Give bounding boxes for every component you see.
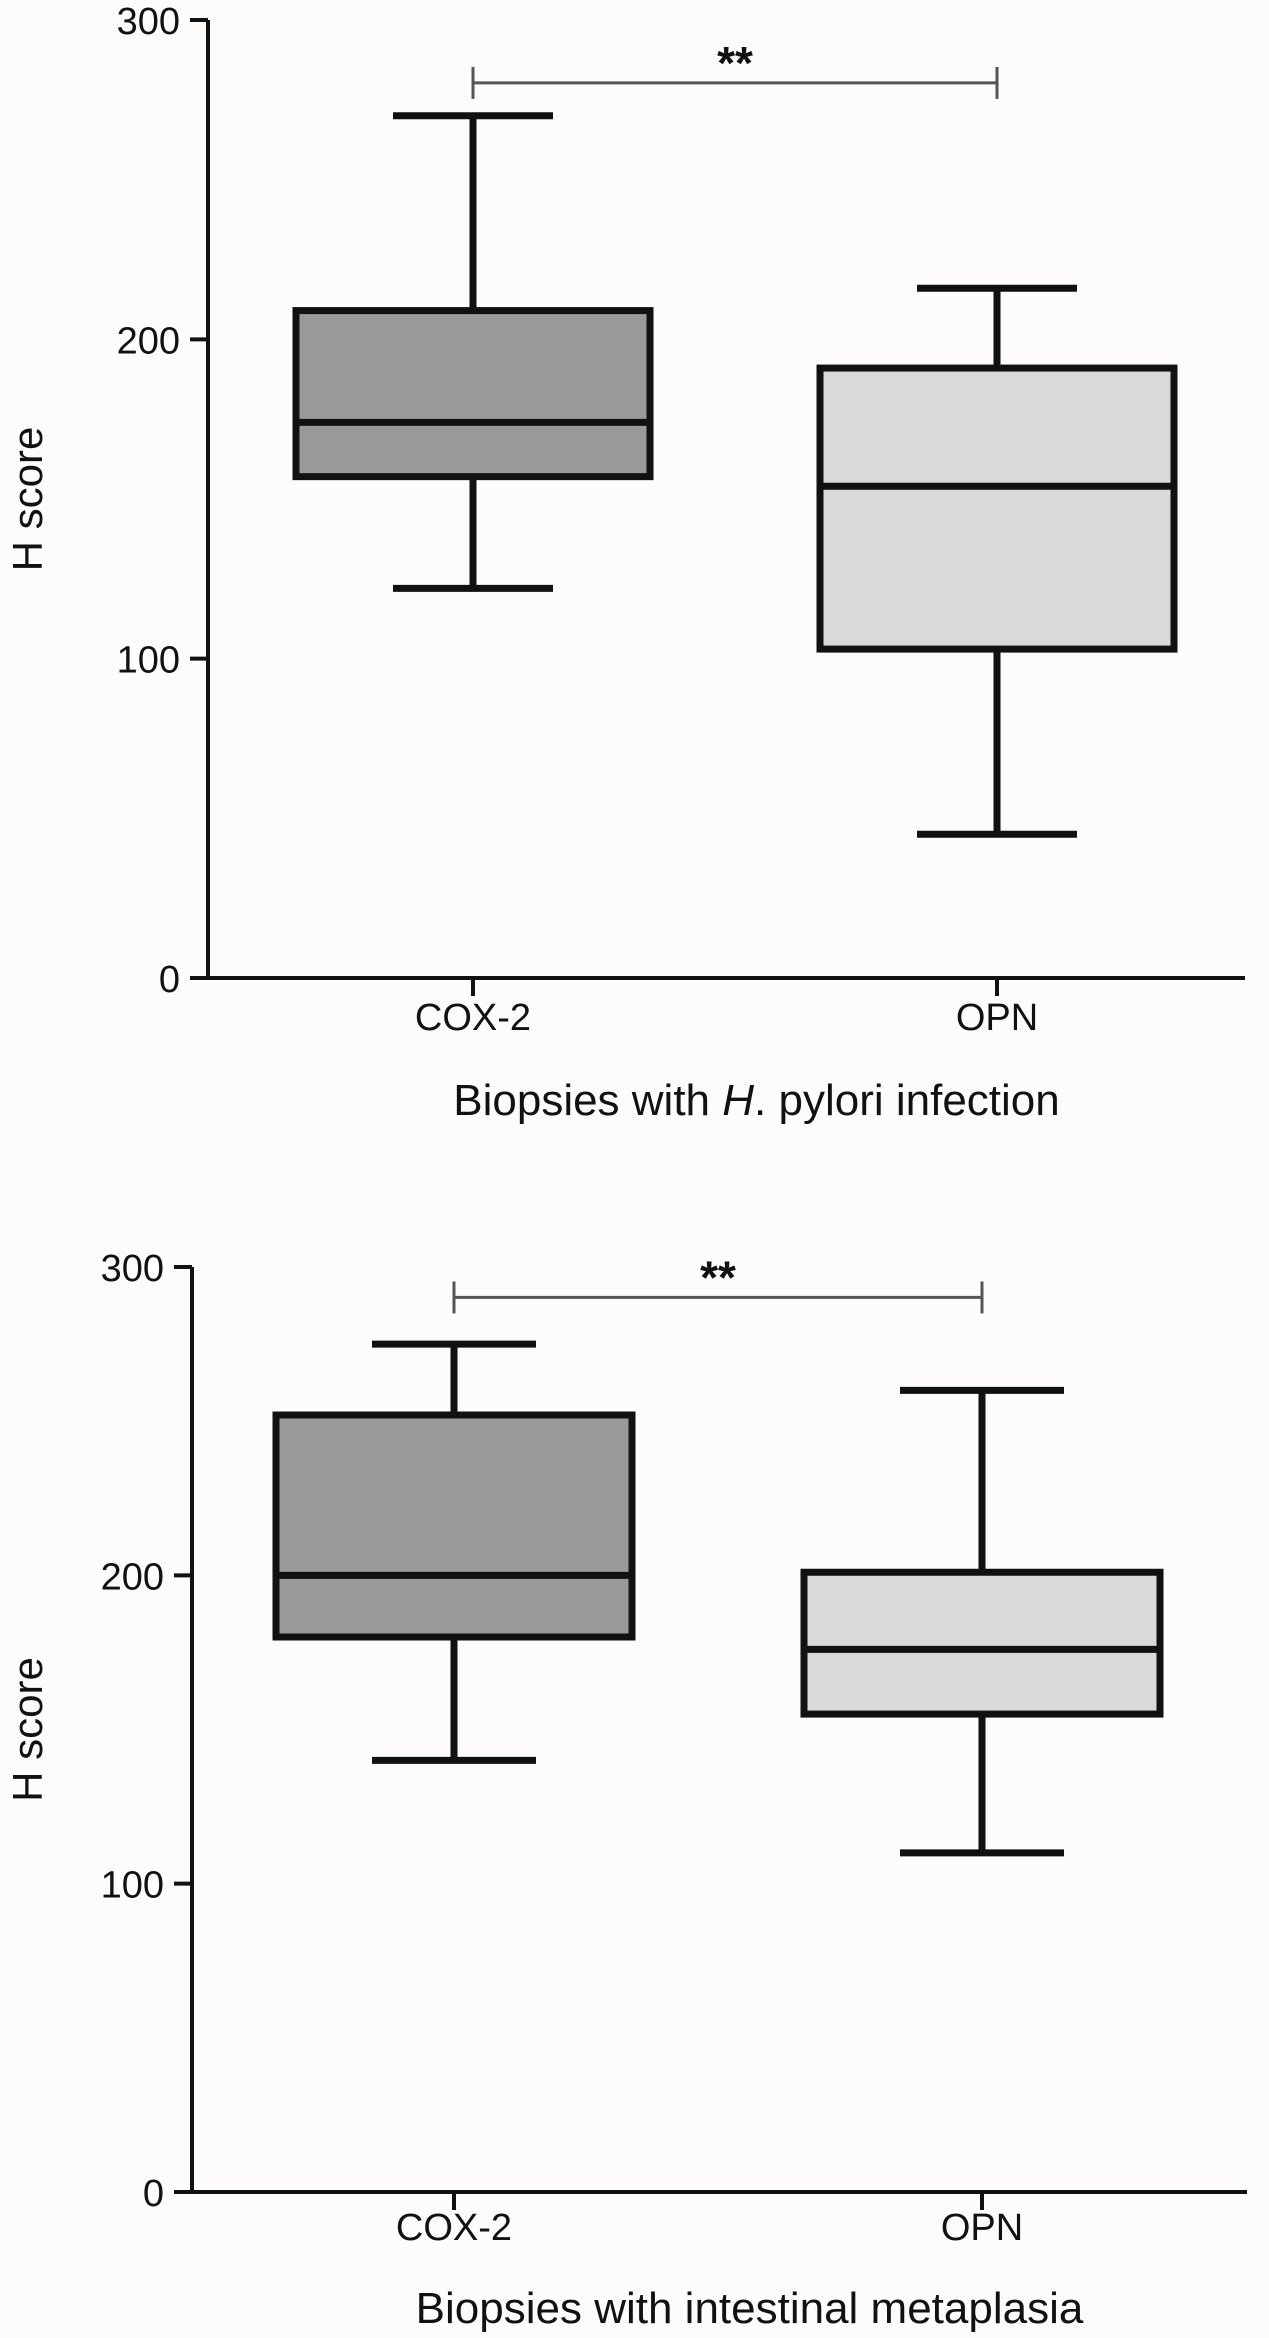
y-tick-label: 100 — [117, 640, 180, 682]
x-axis-label: Biopsies with H. pylori infection — [453, 1076, 1060, 1125]
x-tick-label: COX-2 — [396, 2207, 512, 2249]
box-cox-2 — [292, 112, 654, 592]
x-axis-label: Biopsies with intestinal metaplasia — [416, 2284, 1084, 2333]
y-tick-label: 200 — [117, 320, 180, 362]
significance-label: ** — [700, 1251, 736, 1303]
box-opn — [800, 1386, 1164, 1857]
significance-bracket: ** — [452, 1251, 984, 1314]
iqr-box — [816, 364, 1178, 653]
iqr-box — [272, 1411, 636, 1641]
chart-panel-1: 0 100 200 300 H score COX-2 OPN Biopsies with H… — [4, 1, 1245, 1125]
significance-label: ** — [717, 37, 753, 89]
y-tick-label: 300 — [101, 1248, 164, 1290]
iqr-box — [292, 307, 654, 481]
y-tick-label: 100 — [101, 1865, 164, 1907]
y-tick-label: 0 — [143, 2173, 164, 2215]
iqr-box — [800, 1568, 1164, 1718]
y-tick-label: 300 — [117, 1, 180, 43]
chart-panel-2: 0 100 200 300 H score COX-2 OPN Biopsies with i… — [4, 1248, 1247, 2333]
y-axis-label: H score — [4, 1657, 51, 1802]
significance-bracket: ** — [471, 37, 999, 99]
x-tick-label: OPN — [956, 997, 1038, 1039]
y-tick-label: 200 — [101, 1556, 164, 1598]
box-cox-2 — [272, 1340, 636, 1764]
y-axis-label: H score — [4, 427, 51, 572]
x-tick-label: COX-2 — [415, 997, 531, 1039]
y-tick-label: 0 — [159, 959, 180, 1001]
x-tick-label: OPN — [941, 2207, 1023, 2249]
box-opn — [816, 284, 1178, 838]
